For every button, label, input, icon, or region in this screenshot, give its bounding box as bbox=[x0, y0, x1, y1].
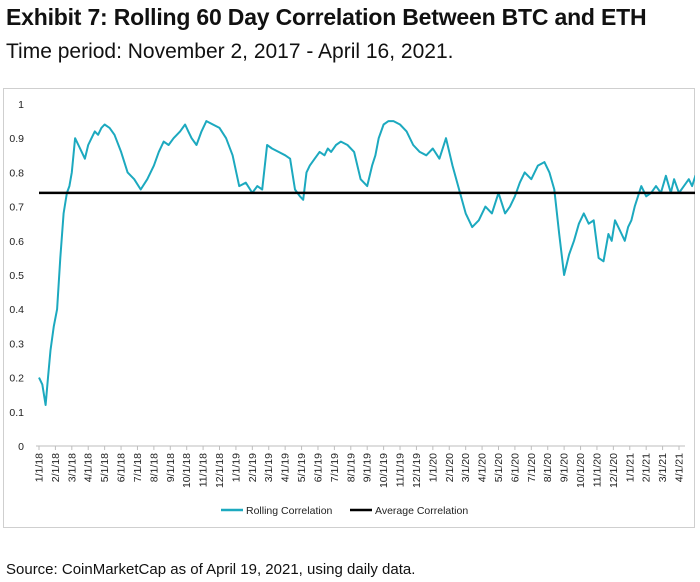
x-tick-label: 10/1/19 bbox=[378, 453, 390, 488]
legend-label-rolling: Rolling Correlation bbox=[246, 505, 333, 517]
x-tick-label: 5/1/19 bbox=[296, 453, 308, 482]
x-tick-label: 8/1/19 bbox=[345, 453, 357, 482]
x-tick-label: 12/1/19 bbox=[411, 453, 423, 488]
x-tick-label: 12/1/20 bbox=[608, 453, 620, 488]
x-tick-label: 1/1/18 bbox=[34, 453, 46, 482]
x-tick-label: 9/1/18 bbox=[165, 453, 177, 482]
line-chart: 00.10.20.30.40.50.60.70.80.911/1/18 2/1/1… bbox=[9, 99, 695, 517]
legend-label-average: Average Correlation bbox=[375, 505, 468, 517]
x-tick-label: 6/1/19 bbox=[312, 453, 324, 482]
x-tick-label: 11/1/18 bbox=[198, 453, 210, 487]
x-tick-label: 10/1/20 bbox=[575, 453, 587, 488]
y-tick-label: 0.3 bbox=[9, 338, 24, 350]
x-tick-label: 8/1/20 bbox=[542, 453, 554, 482]
y-tick-label: 0.4 bbox=[9, 304, 24, 316]
y-tick-label: 0 bbox=[18, 441, 24, 453]
y-tick-label: 0.1 bbox=[9, 407, 24, 419]
x-tick-label: 6/1/18 bbox=[116, 453, 128, 482]
x-tick-label: 3/1/18 bbox=[66, 453, 78, 482]
x-tick-label: 8/1/18 bbox=[148, 453, 160, 482]
x-tick-label: 2/1/20 bbox=[444, 453, 456, 482]
x-tick-label: 2/1/19 bbox=[247, 453, 259, 482]
x-tick-label: 9/1/19 bbox=[362, 453, 374, 482]
x-tick-label: 6/1/20 bbox=[509, 453, 521, 482]
x-tick-label: 12/1/18 bbox=[214, 453, 226, 488]
x-tick-label: 2/1/18 bbox=[50, 453, 62, 482]
x-tick-label: 7/1/20 bbox=[526, 453, 538, 482]
y-tick-label: 0.6 bbox=[9, 236, 24, 248]
x-tick-label: 2/1/21 bbox=[641, 453, 653, 482]
x-tick-label: 10/1/18 bbox=[181, 453, 193, 488]
x-tick-label: 3/1/21 bbox=[657, 453, 669, 482]
x-tick-label: 5/1/20 bbox=[493, 453, 505, 482]
x-tick-label: 1/1/21 bbox=[624, 453, 636, 482]
chart-title: Exhibit 7: Rolling 60 Day Correlation Be… bbox=[6, 4, 647, 30]
y-tick-label: 0.8 bbox=[9, 167, 24, 179]
x-tick-label: 7/1/18 bbox=[132, 453, 144, 482]
x-tick-label: 1/1/19 bbox=[230, 453, 242, 482]
rolling-correlation-line bbox=[38, 120, 695, 406]
x-tick-label: 5/1/18 bbox=[99, 453, 111, 482]
chart-subtitle: Time period: November 2, 2017 - April 16… bbox=[6, 40, 454, 63]
y-tick-label: 0.9 bbox=[9, 133, 24, 145]
x-tick-label: 3/1/19 bbox=[263, 453, 275, 482]
x-tick-label: 3/1/20 bbox=[460, 453, 472, 482]
x-tick-label: 11/1/20 bbox=[591, 453, 603, 487]
chart-frame bbox=[3, 88, 695, 528]
y-tick-label: 0.5 bbox=[9, 270, 24, 282]
x-tick-label: 9/1/20 bbox=[559, 453, 571, 482]
y-tick-label: 1 bbox=[18, 99, 24, 111]
x-tick-label: 4/1/21 bbox=[674, 453, 686, 482]
y-tick-label: 0.2 bbox=[9, 373, 24, 385]
x-tick-label: 11/1/19 bbox=[395, 453, 407, 487]
x-tick-label: 7/1/19 bbox=[329, 453, 341, 482]
y-tick-label: 0.7 bbox=[9, 202, 24, 214]
x-tick-label: 4/1/20 bbox=[477, 453, 489, 482]
source-note: Source: CoinMarketCap as of April 19, 20… bbox=[6, 561, 416, 578]
x-tick-label: 4/1/18 bbox=[83, 453, 95, 482]
x-tick-label: 1/1/20 bbox=[427, 453, 439, 482]
x-tick-label: 4/1/19 bbox=[280, 453, 292, 482]
